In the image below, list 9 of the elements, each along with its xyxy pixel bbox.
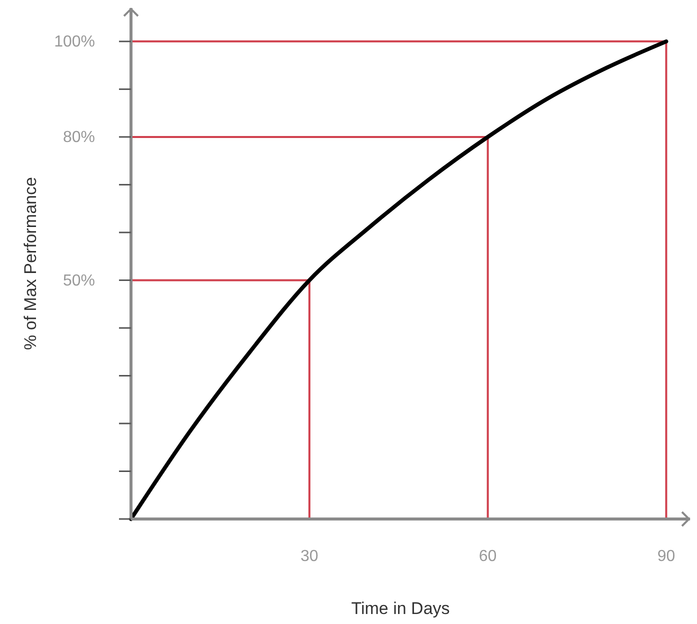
x-tick-label: 90 xyxy=(657,548,676,565)
y-axis-title: % of Max Performance xyxy=(21,177,40,350)
x-tick-label: 30 xyxy=(300,548,318,565)
y-tick-label: 50% xyxy=(62,272,95,290)
x-axis-title: Time in Days xyxy=(351,599,450,618)
line-series xyxy=(129,39,668,521)
y-tick-label: 100% xyxy=(54,34,95,51)
x-tick-label: 60 xyxy=(478,548,497,565)
y-tick-label: 80% xyxy=(62,129,95,146)
